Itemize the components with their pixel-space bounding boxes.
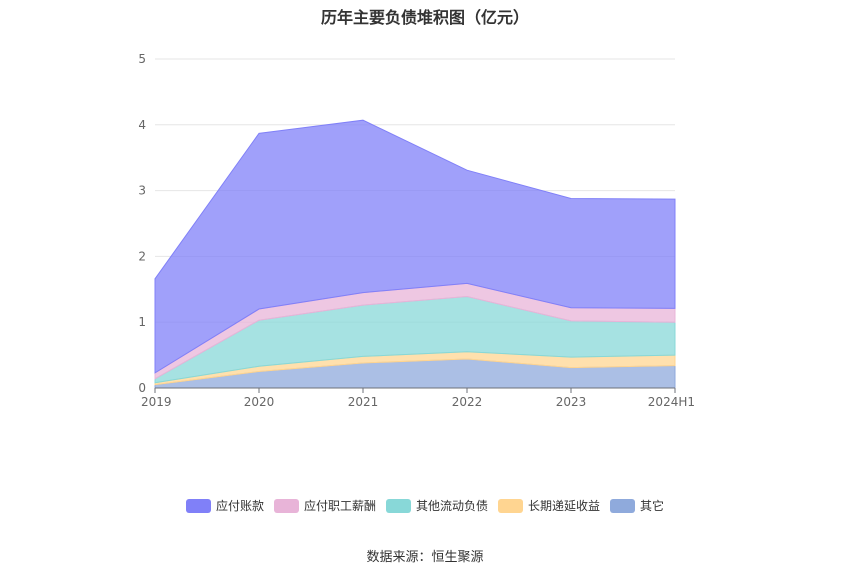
legend-swatch	[273, 498, 299, 513]
y-tick-label: 4	[138, 118, 146, 132]
legend-item[interactable]: 应付职工薪酬	[273, 497, 376, 514]
x-tick-label: 2020	[244, 395, 275, 409]
legend-item[interactable]: 其他流动负债	[385, 497, 488, 514]
area-layer	[154, 119, 676, 389]
y-tick-label: 0	[138, 381, 146, 395]
legend-swatch	[185, 498, 211, 513]
y-tick-label: 5	[138, 52, 146, 66]
x-tick-label: 2022	[452, 395, 483, 409]
legend-label: 其他流动负债	[415, 499, 488, 513]
legend-item[interactable]: 应付账款	[185, 497, 264, 514]
legend-swatch	[385, 498, 411, 513]
legend-item[interactable]: 其它	[610, 497, 664, 514]
legend-label: 应付职工薪酬	[303, 499, 376, 513]
y-tick-label: 3	[138, 184, 146, 198]
legend-label: 应付账款	[215, 499, 264, 513]
source-note: 数据来源：恒生聚源	[366, 550, 484, 565]
x-tick-label: 2023	[556, 395, 587, 409]
y-tick-label: 2	[138, 249, 146, 263]
legend-label: 其它	[640, 499, 665, 513]
axis-layer: 0 1 2 3 4 5 2019 2020 2021 2022 2023 2024H1	[138, 52, 695, 409]
chart-title: 历年主要负债堆积图（亿元）	[320, 8, 529, 27]
area-series-4[interactable]	[154, 119, 676, 374]
legend-swatch	[610, 498, 636, 513]
legend-item[interactable]: 长期递延收益	[498, 497, 600, 514]
x-tick-label: 2024H1	[648, 395, 695, 409]
legend-label: 长期递延收益	[528, 499, 601, 513]
y-tick-label: 1	[138, 315, 146, 329]
legend-swatch	[498, 498, 523, 513]
x-tick-label: 2021	[348, 395, 379, 409]
legend: 应付账款 应付职工薪酬 其他流动负债 长期递延收益 其它	[0, 497, 850, 514]
x-tick-label: 2019	[141, 395, 172, 409]
